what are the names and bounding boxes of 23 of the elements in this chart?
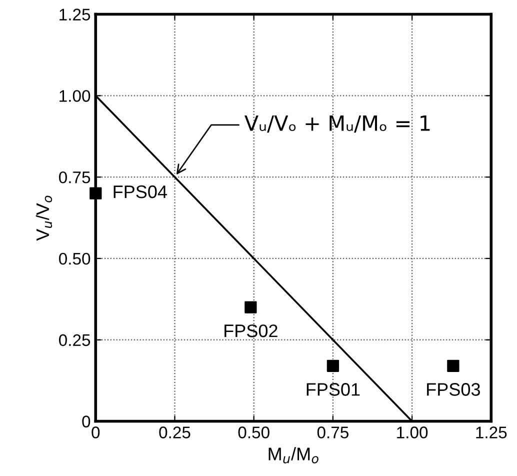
x-tick-label: 1.00 (397, 426, 428, 438)
point (244, 301, 257, 314)
y-tick-label: 0.50 (59, 252, 90, 265)
annotation: FPS04 (114, 185, 167, 198)
annotation: FPS01 (306, 383, 360, 396)
x-tick-label: 1.25 (476, 426, 507, 438)
point (326, 360, 340, 372)
y-tick-label: 0.25 (59, 334, 90, 346)
annotation: FPS02 (224, 324, 278, 338)
x-tick-label: 0.75 (317, 426, 348, 438)
y-tick-label: 1.25 (60, 8, 90, 20)
y-tick-label: 0.75 (59, 171, 90, 184)
y-axis-title: V$_{u}$/V$_{o}$ (36, 196, 52, 241)
point (447, 360, 460, 372)
x-axis-title: M$_{u}$/M$_{o}$ (268, 447, 318, 464)
annotation: FPS03 (427, 383, 480, 396)
y-tick-label: 1.00 (60, 90, 90, 102)
x-tick-label: 0.50 (238, 426, 270, 438)
annotation: Vᵤ/Vₒ + Mᵤ/Mₒ = 1 (244, 116, 430, 133)
x-tick-label: 0.25 (159, 426, 190, 438)
x-tick-label: 0 (92, 426, 100, 438)
point (90, 187, 102, 200)
y-tick-label: 0 (82, 416, 90, 428)
